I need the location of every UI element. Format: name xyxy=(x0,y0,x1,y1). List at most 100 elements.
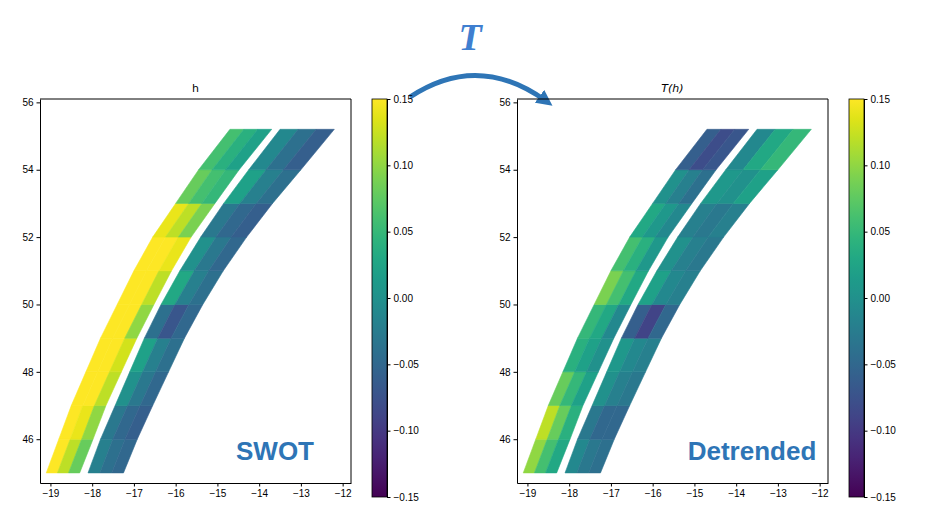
y-tick-label: 46 xyxy=(499,434,511,445)
swath-cell xyxy=(602,406,630,440)
colorbar xyxy=(849,99,864,497)
colorbar-tick: 0.00 xyxy=(387,293,413,304)
x-tick-mark xyxy=(134,483,135,487)
colorbar-tick: −0.15 xyxy=(864,492,896,503)
x-tick-mark xyxy=(778,483,779,487)
colorbar-tick-mark xyxy=(864,99,868,100)
colorbar-tick-label: 0.15 xyxy=(871,94,891,105)
y-tick: 46 xyxy=(22,434,40,445)
swath-cell xyxy=(633,338,662,372)
colorbar-tick-mark xyxy=(387,165,391,166)
y-tick-label: 56 xyxy=(22,97,34,108)
y-tick-mark xyxy=(37,237,41,238)
x-axis: −19−18−17−16−15−14−13−12 xyxy=(518,483,830,499)
colorbar xyxy=(372,99,387,497)
panel: −19−18−17−16−15−14−13−12464850525456hSWO… xyxy=(22,82,419,503)
y-tick-mark xyxy=(37,372,41,373)
colorbar-tick-label: 0.10 xyxy=(871,160,891,171)
x-tick-mark xyxy=(301,483,302,487)
colorbar-tick-mark xyxy=(387,99,391,100)
x-tick-mark xyxy=(259,483,260,487)
swath-cell xyxy=(69,439,93,473)
x-axis-line xyxy=(41,483,352,484)
x-tick: −14 xyxy=(251,483,268,499)
panel: −19−18−17−16−15−14−13−12464850525456T(h)… xyxy=(499,82,896,503)
colorbar-tick-mark xyxy=(864,364,868,365)
colorbar-tick: −0.05 xyxy=(387,359,419,370)
x-tick-label: −16 xyxy=(168,488,185,499)
y-tick-label: 54 xyxy=(22,164,34,175)
swath-cell xyxy=(189,271,223,305)
colorbar-tick-label: −0.10 xyxy=(394,425,420,436)
swath-cell xyxy=(156,338,185,372)
y-tick: 48 xyxy=(22,367,40,378)
swath xyxy=(46,129,271,473)
y-axis: 464850525456 xyxy=(499,97,517,483)
swath-cell xyxy=(648,304,680,338)
colorbar-tick-label: −0.15 xyxy=(394,492,420,503)
x-tick-label: −18 xyxy=(561,488,578,499)
plot-frame xyxy=(40,99,351,483)
colorbar-tick-mark xyxy=(864,165,868,166)
x-tick: −16 xyxy=(645,483,662,499)
y-tick: 56 xyxy=(22,97,40,108)
swath xyxy=(565,129,811,473)
colorbar-tick-label: −0.05 xyxy=(394,359,420,370)
colorbar-tick: 0.10 xyxy=(864,160,890,171)
x-tick: −19 xyxy=(519,483,536,499)
swath xyxy=(523,129,748,473)
swath-cell xyxy=(209,237,247,271)
swath-cell xyxy=(733,170,778,204)
colorbar-axis: −0.15−0.10−0.050.000.050.100.15 xyxy=(387,94,419,503)
y-tick: 46 xyxy=(499,434,517,445)
annotation: SWOT xyxy=(236,436,314,466)
x-tick-label: −12 xyxy=(812,488,829,499)
y-tick-label: 48 xyxy=(499,367,511,378)
x-tick: −19 xyxy=(42,483,59,499)
colorbar-tick-label: 0.10 xyxy=(394,160,414,171)
x-axis-line xyxy=(518,483,829,484)
y-tick-label: 52 xyxy=(22,232,34,243)
x-tick-label: −14 xyxy=(251,488,268,499)
x-tick-mark xyxy=(694,483,695,487)
x-tick: −13 xyxy=(293,483,310,499)
x-tick-mark xyxy=(611,483,612,487)
swath-cell xyxy=(125,406,153,440)
colorbar-tick-label: 0.00 xyxy=(394,293,414,304)
y-tick-mark xyxy=(514,372,518,373)
x-tick: −18 xyxy=(84,483,101,499)
colorbar-tick-mark xyxy=(387,232,391,233)
colorbar-tick: −0.10 xyxy=(864,425,896,436)
colorbar-tick-label: 0.05 xyxy=(871,226,891,237)
x-tick-label: −12 xyxy=(335,488,352,499)
y-tick: 50 xyxy=(22,299,40,310)
x-tick-label: −18 xyxy=(84,488,101,499)
colorbar-tick-mark xyxy=(387,497,391,498)
swath-cell xyxy=(686,237,724,271)
swath-cell xyxy=(546,439,570,473)
y-axis-line xyxy=(40,100,41,484)
swath-cell xyxy=(82,406,106,440)
colorbar-tick-mark xyxy=(864,298,868,299)
plot-frame xyxy=(517,99,828,483)
x-tick-mark xyxy=(653,483,654,487)
arrow-label: T xyxy=(458,16,483,58)
y-tick-label: 50 xyxy=(22,299,34,310)
y-tick-label: 48 xyxy=(22,367,34,378)
swath-cell xyxy=(708,203,749,237)
colorbar-tick: 0.00 xyxy=(864,293,890,304)
x-tick-mark xyxy=(176,483,177,487)
colorbar-tick-mark xyxy=(864,497,868,498)
colorbar-axis: −0.15−0.10−0.050.000.050.100.15 xyxy=(864,94,896,503)
colorbar-tick-mark xyxy=(387,298,391,299)
y-tick: 52 xyxy=(22,232,40,243)
figure: T−19−18−17−16−15−14−13−12464850525456hSW… xyxy=(0,0,934,518)
x-tick-mark xyxy=(527,483,528,487)
x-tick-label: −19 xyxy=(519,488,536,499)
transform-arrow xyxy=(410,75,546,101)
x-tick: −16 xyxy=(168,483,185,499)
y-tick-label: 52 xyxy=(499,232,511,243)
colorbar-tick-mark xyxy=(387,364,391,365)
y-tick-label: 54 xyxy=(499,164,511,175)
y-tick: 56 xyxy=(499,97,517,108)
